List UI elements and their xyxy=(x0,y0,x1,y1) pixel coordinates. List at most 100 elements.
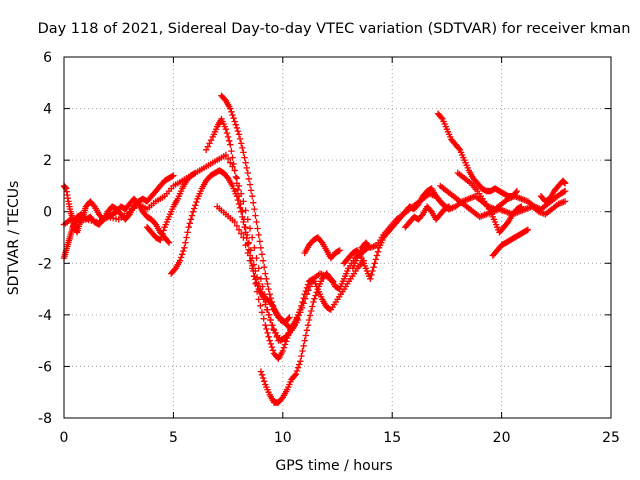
data-point xyxy=(182,239,189,246)
data-point xyxy=(249,193,256,200)
data-point xyxy=(267,340,274,348)
data-point xyxy=(242,159,249,166)
data-point xyxy=(251,244,258,251)
data-point xyxy=(263,306,271,313)
data-point xyxy=(303,327,311,334)
data-point xyxy=(227,159,234,166)
data-point xyxy=(310,298,317,306)
data-series xyxy=(60,92,569,406)
data-point xyxy=(524,226,532,233)
data-point xyxy=(262,301,269,308)
satellite-track-4 xyxy=(214,203,367,362)
data-point xyxy=(222,151,230,159)
satellite-track-9 xyxy=(143,169,199,244)
data-point xyxy=(254,225,261,232)
data-point xyxy=(233,193,241,200)
data-point xyxy=(242,207,249,214)
data-point xyxy=(233,124,241,132)
data-point xyxy=(255,265,262,272)
data-point xyxy=(238,140,245,147)
satellite-track-8 xyxy=(60,172,177,262)
data-point xyxy=(238,230,245,237)
data-point xyxy=(244,240,251,248)
data-point xyxy=(371,260,378,267)
data-point xyxy=(192,202,199,209)
data-point xyxy=(263,275,270,282)
data-point xyxy=(297,306,304,313)
data-point xyxy=(258,309,266,316)
data-point xyxy=(233,180,241,187)
data-point xyxy=(369,267,376,275)
data-point xyxy=(308,307,315,315)
plot-border xyxy=(63,56,612,419)
data-point xyxy=(302,287,309,295)
data-point xyxy=(251,273,258,280)
data-point xyxy=(258,371,266,378)
data-point xyxy=(264,280,271,288)
data-point xyxy=(235,200,243,208)
data-point xyxy=(512,189,519,196)
data-point xyxy=(265,311,272,319)
data-point xyxy=(232,121,239,128)
data-point xyxy=(273,333,280,340)
data-point xyxy=(305,316,313,324)
satellite-track-14 xyxy=(434,110,521,200)
data-point xyxy=(245,175,253,182)
x-axis-label: GPS time / hours xyxy=(275,458,392,474)
data-point xyxy=(561,198,569,205)
data-point xyxy=(304,322,312,329)
data-point xyxy=(189,208,197,215)
data-point xyxy=(253,279,260,286)
data-point xyxy=(253,218,260,226)
data-point xyxy=(252,212,259,219)
data-point xyxy=(187,216,195,223)
data-point xyxy=(193,198,200,206)
tick-labels: 0 5 10 15 20 25 -8 -6 -4 -2 0 2 4 6 xyxy=(38,50,620,446)
data-point xyxy=(265,333,272,340)
satellite-track-10 xyxy=(301,234,343,262)
data-point xyxy=(164,238,172,245)
data-point xyxy=(183,234,190,241)
data-point xyxy=(297,358,304,365)
data-point xyxy=(372,256,379,263)
satellite-track-11 xyxy=(340,185,453,282)
data-point xyxy=(291,372,298,379)
data-point xyxy=(561,187,569,195)
data-point xyxy=(246,181,254,188)
data-point xyxy=(230,115,237,122)
data-point xyxy=(373,252,381,259)
data-point xyxy=(254,282,261,289)
data-point xyxy=(236,204,244,211)
x-tick-label: 0 xyxy=(60,430,69,446)
satellite-track-17 xyxy=(437,182,569,221)
satellite-track-13 xyxy=(402,203,453,231)
data-point xyxy=(336,247,343,254)
data-point xyxy=(240,149,247,156)
data-point xyxy=(249,234,256,241)
data-point xyxy=(265,285,272,293)
data-point xyxy=(294,364,302,371)
data-point xyxy=(221,96,228,103)
data-point xyxy=(367,275,374,282)
data-point xyxy=(301,337,308,344)
data-point xyxy=(159,230,166,237)
x-tick-label: 20 xyxy=(493,430,511,446)
data-point xyxy=(264,329,271,337)
y-tick-label: -8 xyxy=(38,411,52,427)
x-tick-label: 25 xyxy=(602,430,620,446)
data-point xyxy=(268,343,276,351)
data-point xyxy=(191,205,198,212)
data-point xyxy=(227,141,234,148)
data-point xyxy=(300,342,307,349)
data-point xyxy=(228,108,235,115)
data-point xyxy=(282,338,290,345)
data-point xyxy=(286,314,293,321)
y-tick-label: 0 xyxy=(43,205,52,221)
data-point xyxy=(223,129,231,137)
y-tick-label: 6 xyxy=(43,50,52,66)
data-point xyxy=(229,154,236,161)
data-point xyxy=(278,395,285,402)
data-point xyxy=(231,118,238,125)
y-tick-label: 4 xyxy=(43,102,52,118)
